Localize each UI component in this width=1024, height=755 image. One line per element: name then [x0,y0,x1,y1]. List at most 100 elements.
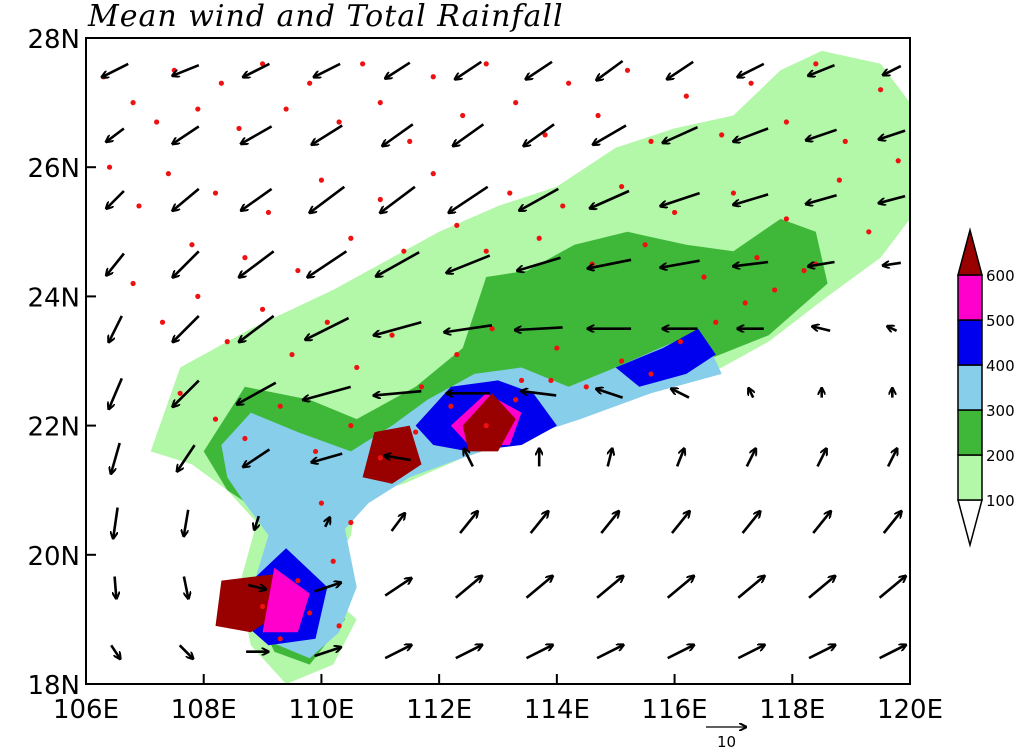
wind-vector-17 [454,123,485,145]
station-point-101 [307,610,313,616]
station-point-80 [772,287,778,293]
wind-vector-81 [745,449,756,467]
station-point-6 [236,125,242,132]
wind-vector-16 [383,123,414,145]
station-point-54 [754,255,760,261]
wind-vector-104 [666,577,694,599]
wind-vector-89 [459,512,477,534]
station-point-66 [324,319,330,325]
wind-vector-11 [884,64,902,75]
station-point-1 [130,100,136,106]
wind-vector-37 [173,250,200,276]
station-point-44 [483,248,489,254]
y-tick-label-3: 24N [27,283,80,313]
wind-vector-13 [173,125,200,143]
wind-vector-103 [596,577,623,599]
wind-vector-35 [880,194,906,203]
wind-vector-91 [600,512,618,534]
wind-vector-99 [314,583,341,593]
station-point-70 [454,351,460,358]
station-point-87 [348,423,354,429]
wind-vector-33 [734,193,769,204]
station-point-61 [159,319,166,325]
rain-region-8 [362,425,422,484]
station-point-14 [430,74,436,80]
station-point-4 [195,106,201,112]
wind-vector-86 [255,515,259,529]
station-point-23 [683,93,689,99]
wind-vector-101 [454,577,482,599]
wind-vector-18 [524,123,555,145]
wind-vector-47 [884,263,901,266]
station-point-11 [360,61,366,67]
colorbar-segment-4 [957,319,983,366]
wind-vector-88 [390,514,405,532]
wind-vector-58 [813,327,831,333]
station-point-8 [283,106,289,112]
wind-vector-32 [661,191,701,206]
station-point-28 [842,138,848,144]
station-point-38 [318,177,325,183]
station-point-31 [136,203,142,209]
x-tick-label-0: 106E [53,695,119,725]
station-point-9 [307,80,313,86]
wind-vector-38 [240,250,275,276]
wind-vector-100 [384,579,411,597]
wind-vector-111 [314,648,341,658]
wind-vector-119 [879,645,906,660]
rainfall-shading [150,50,910,684]
wind-vector-107 [878,577,906,599]
wind-vector-115 [596,645,623,660]
station-point-65 [289,351,295,358]
station-point-25 [748,80,754,86]
wind-vector-102 [525,577,553,599]
wind-vector-74 [244,448,271,466]
wind-vector-113 [455,645,482,660]
station-point-37 [295,267,301,274]
wind-vector-44 [661,259,700,268]
station-point-15 [460,112,466,119]
rain-region-7 [462,393,516,452]
wind-vector-118 [808,645,835,660]
plot-area [86,38,910,684]
station-point-47 [560,203,566,209]
station-point-75 [619,358,625,364]
station-point-79 [742,300,748,306]
station-point-5 [218,80,224,86]
wind-vector-83 [886,449,897,467]
wind-vector-12 [107,127,125,142]
wind-vector-95 [882,512,901,534]
colorbar-segment-5 [957,274,983,321]
wind-vector-20 [664,126,699,142]
station-point-19 [566,80,572,86]
colorbar: 100 200 300 400 500 600 [957,227,1015,548]
colorbar-segment-0 [957,499,983,548]
station-point-18 [542,132,548,138]
wind-vector-50 [240,314,275,342]
colorbar-label-5: 600 [986,267,1015,285]
wind-vector-53 [445,324,493,332]
colorbar-label-0: 100 [986,492,1015,510]
station-point-57 [836,177,842,183]
colorbar-segment-1 [957,454,983,501]
station-point-88 [377,455,383,461]
wind-vector-62 [238,381,277,404]
wind-vector-21 [734,127,769,142]
wind-vector-5 [456,60,483,79]
station-point-97 [348,519,354,526]
station-point-39 [348,235,354,241]
wind-vector-61 [173,379,200,407]
y-tick-label-4: 26N [27,154,80,184]
station-point-46 [536,235,542,241]
station-point-89 [413,429,419,435]
wind-vector-48 [109,315,123,342]
x-tick-label-7: 120E [877,695,943,725]
wind-vector-96 [115,576,117,598]
station-point-55 [783,216,790,222]
station-point-51 [671,209,678,216]
station-point-30 [106,164,113,170]
station-point-76 [648,371,654,377]
station-point-82 [177,390,183,396]
wind-vector-1 [173,63,200,75]
x-tick-label-1: 108E [171,695,237,725]
